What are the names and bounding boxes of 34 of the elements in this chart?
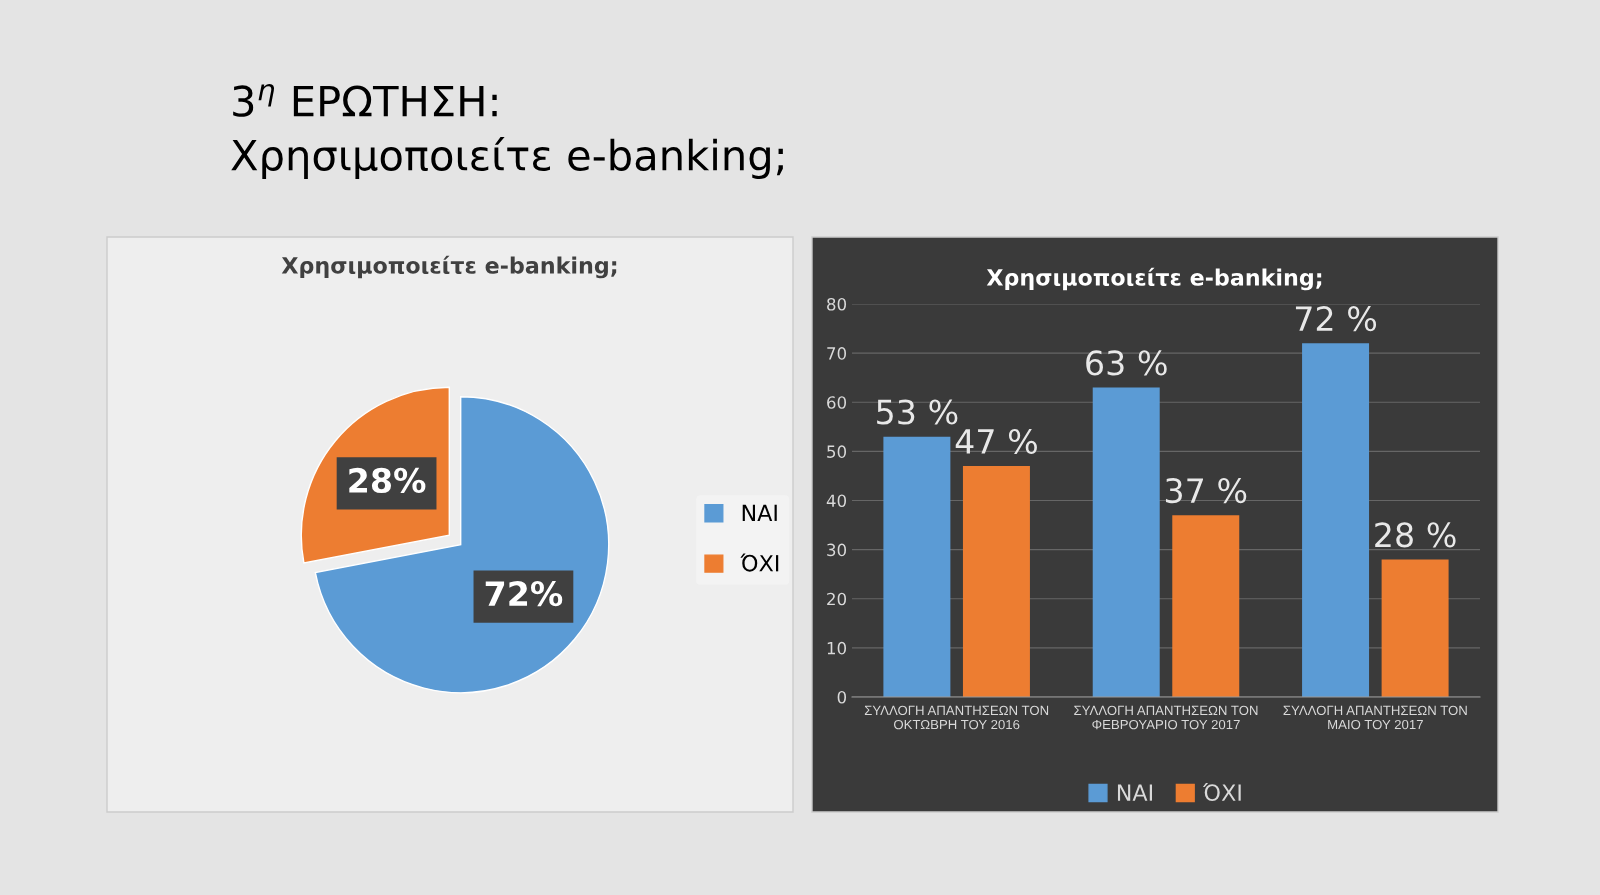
x-tick-label: ΣΥΛΛΟΓΗ ΑΠΑΝΤΗΣΕΩΝ ΤΟΝ ΜΑΙΟ ΤΟΥ 2017 (1283, 705, 1467, 730)
bar (962, 466, 1030, 697)
legend-label: ΝΑΙ (742, 504, 777, 521)
y-tick-label: 60 (827, 396, 847, 409)
chart-title: Χρησιμοποιείτε e-banking; (986, 267, 1322, 291)
y-tick-label: 70 (827, 347, 847, 360)
data-label: 63 % (1086, 350, 1167, 376)
data-label: 28 % (1375, 522, 1456, 548)
bar (1172, 515, 1240, 697)
x-tick-label: ΣΥΛΛΟΓΗ ΑΠΑΝΤΗΣΕΩΝ ΤΟΝ ΦΕΒΡΟΥΑΡΙΟ ΤΟΥ 2017 (1074, 705, 1258, 730)
bar (1302, 343, 1370, 697)
text: 3$^{η}$ ΕΡΩΤΗΣΗ: (233, 84, 497, 117)
y-tick-label: 50 (827, 445, 847, 458)
bar (1092, 387, 1160, 697)
legend-label: ΝΑΙ (1117, 784, 1152, 801)
chart-title: Χρησιμοποιείτε e-banking; (281, 255, 617, 279)
x-tick-label: ΣΥΛΛΟΓΗ ΑΠΑΝΤΗΣΕΩΝ ΤΟΝ ΟΚΤΩΒΡΗ ΤΟΥ 2016 (864, 705, 1049, 730)
data-label: 72 % (1295, 306, 1377, 332)
bar (883, 436, 951, 697)
y-tick-label: 0 (837, 690, 847, 704)
data-label: 47 % (955, 428, 1037, 455)
y-tick-label: 20 (827, 592, 847, 606)
bar (1381, 559, 1449, 697)
y-tick-label: 80 (827, 297, 847, 311)
legend-label: ΌΧΙ (1202, 782, 1241, 802)
data-label: 72% (485, 581, 563, 607)
data-label: 37 % (1165, 478, 1247, 504)
legend-label: ΌΧΙ (740, 553, 779, 572)
y-tick-label: 30 (827, 543, 847, 557)
text: Χρησιμοποιείτε e-banking; (231, 137, 783, 179)
y-tick-label: 40 (826, 494, 847, 508)
data-label: 53 % (877, 399, 958, 425)
y-tick-label: 10 (827, 641, 847, 655)
data-label: 28% (349, 467, 426, 494)
